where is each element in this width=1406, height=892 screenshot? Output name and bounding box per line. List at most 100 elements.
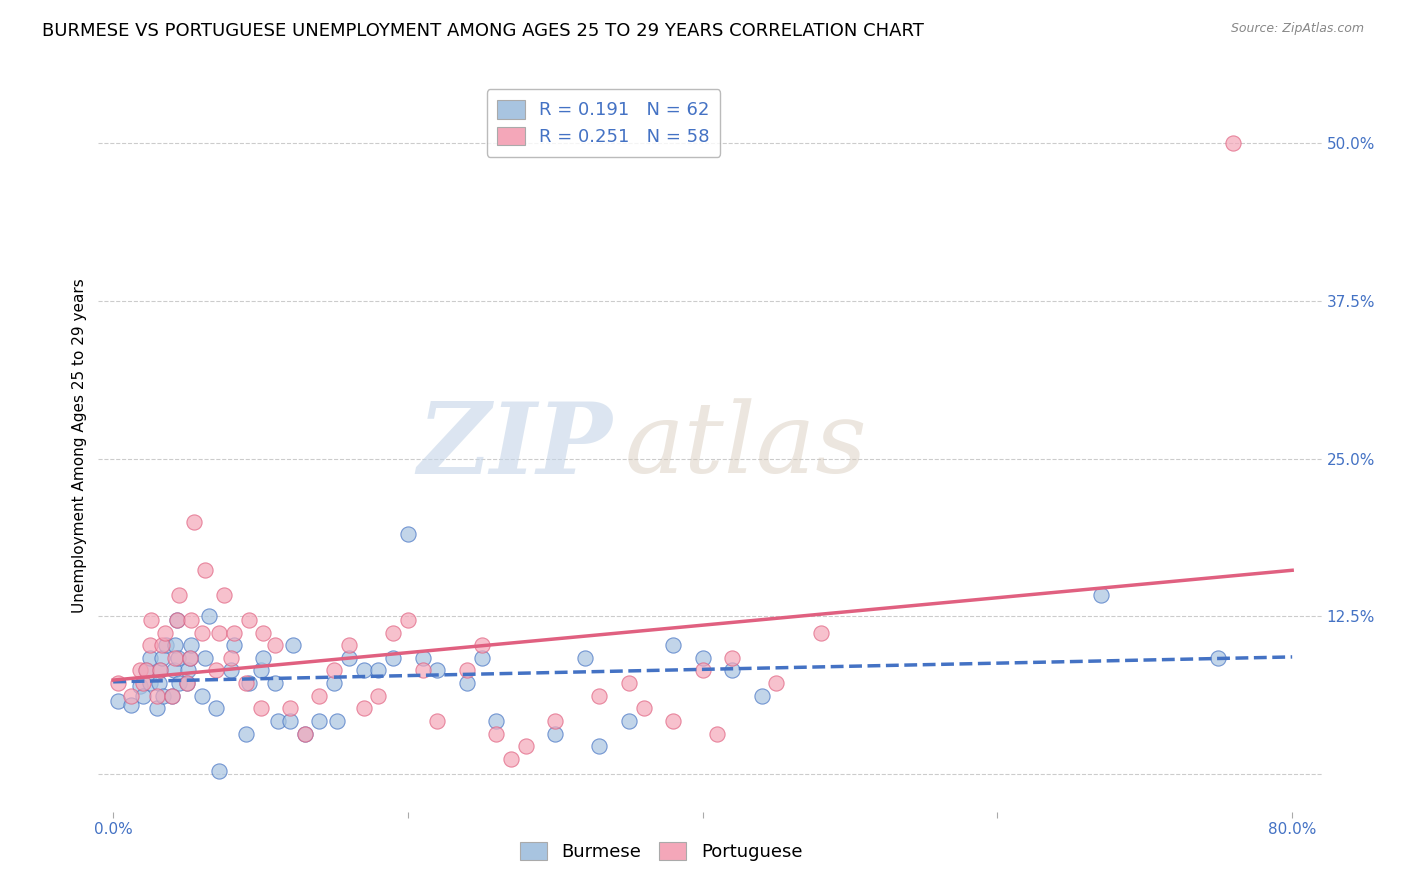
Point — [152, 689, 174, 703]
Point — [205, 701, 228, 715]
Point — [412, 664, 434, 678]
Point — [617, 714, 640, 728]
Point — [139, 651, 162, 665]
Point — [337, 651, 360, 665]
Point — [544, 714, 567, 728]
Text: Source: ZipAtlas.com: Source: ZipAtlas.com — [1230, 22, 1364, 36]
Point — [278, 714, 301, 728]
Point — [190, 689, 212, 703]
Point — [139, 676, 162, 690]
Point — [235, 726, 257, 740]
Point — [588, 689, 610, 703]
Point — [155, 638, 177, 652]
Point — [249, 664, 271, 678]
Point — [617, 676, 640, 690]
Point — [267, 714, 290, 728]
Point — [485, 714, 508, 728]
Point — [193, 651, 215, 665]
Point — [765, 676, 787, 690]
Point — [264, 676, 287, 690]
Point — [179, 651, 201, 665]
Text: ZIP: ZIP — [418, 398, 612, 494]
Point — [662, 714, 685, 728]
Point — [252, 651, 274, 665]
Point — [177, 664, 200, 678]
Point — [252, 625, 274, 640]
Point — [1208, 651, 1230, 665]
Point — [219, 651, 242, 665]
Point — [128, 679, 150, 693]
Point — [238, 613, 260, 627]
Point — [382, 651, 405, 665]
Point — [169, 676, 191, 690]
Point — [131, 689, 153, 703]
Point — [810, 625, 832, 640]
Point — [456, 676, 478, 690]
Point — [150, 638, 173, 652]
Point — [208, 764, 231, 779]
Point — [139, 638, 162, 652]
Point — [149, 664, 172, 678]
Point — [219, 664, 242, 678]
Point — [326, 714, 349, 728]
Point — [160, 689, 183, 703]
Point — [692, 664, 714, 678]
Point — [574, 651, 596, 665]
Point — [337, 638, 360, 652]
Point — [193, 563, 215, 577]
Point — [208, 625, 231, 640]
Point — [176, 676, 198, 690]
Point — [179, 651, 201, 665]
Point — [706, 726, 728, 740]
Point — [249, 701, 271, 715]
Point — [135, 664, 157, 678]
Point — [238, 676, 260, 690]
Point — [180, 638, 202, 652]
Point — [471, 651, 494, 665]
Point — [131, 676, 153, 690]
Point — [180, 613, 202, 627]
Point — [120, 689, 142, 703]
Point — [382, 625, 405, 640]
Point — [323, 664, 346, 678]
Point — [165, 638, 187, 652]
Point — [198, 609, 221, 624]
Y-axis label: Unemployment Among Ages 25 to 29 years: Unemployment Among Ages 25 to 29 years — [72, 278, 87, 614]
Point — [485, 726, 508, 740]
Point — [107, 694, 129, 708]
Point — [212, 588, 235, 602]
Point — [633, 701, 655, 715]
Point — [167, 651, 190, 665]
Point — [162, 664, 184, 678]
Point — [367, 689, 389, 703]
Point — [166, 613, 188, 627]
Point — [165, 651, 187, 665]
Point — [308, 689, 330, 703]
Point — [264, 638, 287, 652]
Point — [222, 625, 245, 640]
Point — [146, 701, 169, 715]
Point — [515, 739, 537, 753]
Point — [294, 726, 316, 740]
Point — [308, 714, 330, 728]
Point — [426, 664, 449, 678]
Point — [544, 726, 567, 740]
Point — [176, 676, 198, 690]
Point — [146, 689, 169, 703]
Point — [323, 676, 346, 690]
Legend: Burmese, Portuguese: Burmese, Portuguese — [513, 835, 810, 869]
Point — [149, 664, 172, 678]
Point — [128, 664, 150, 678]
Point — [107, 676, 129, 690]
Point — [396, 613, 419, 627]
Point — [190, 625, 212, 640]
Point — [205, 664, 228, 678]
Point — [692, 651, 714, 665]
Point — [456, 664, 478, 678]
Point — [153, 625, 176, 640]
Point — [141, 613, 163, 627]
Point — [294, 726, 316, 740]
Point — [751, 689, 773, 703]
Point — [367, 664, 389, 678]
Point — [412, 651, 434, 665]
